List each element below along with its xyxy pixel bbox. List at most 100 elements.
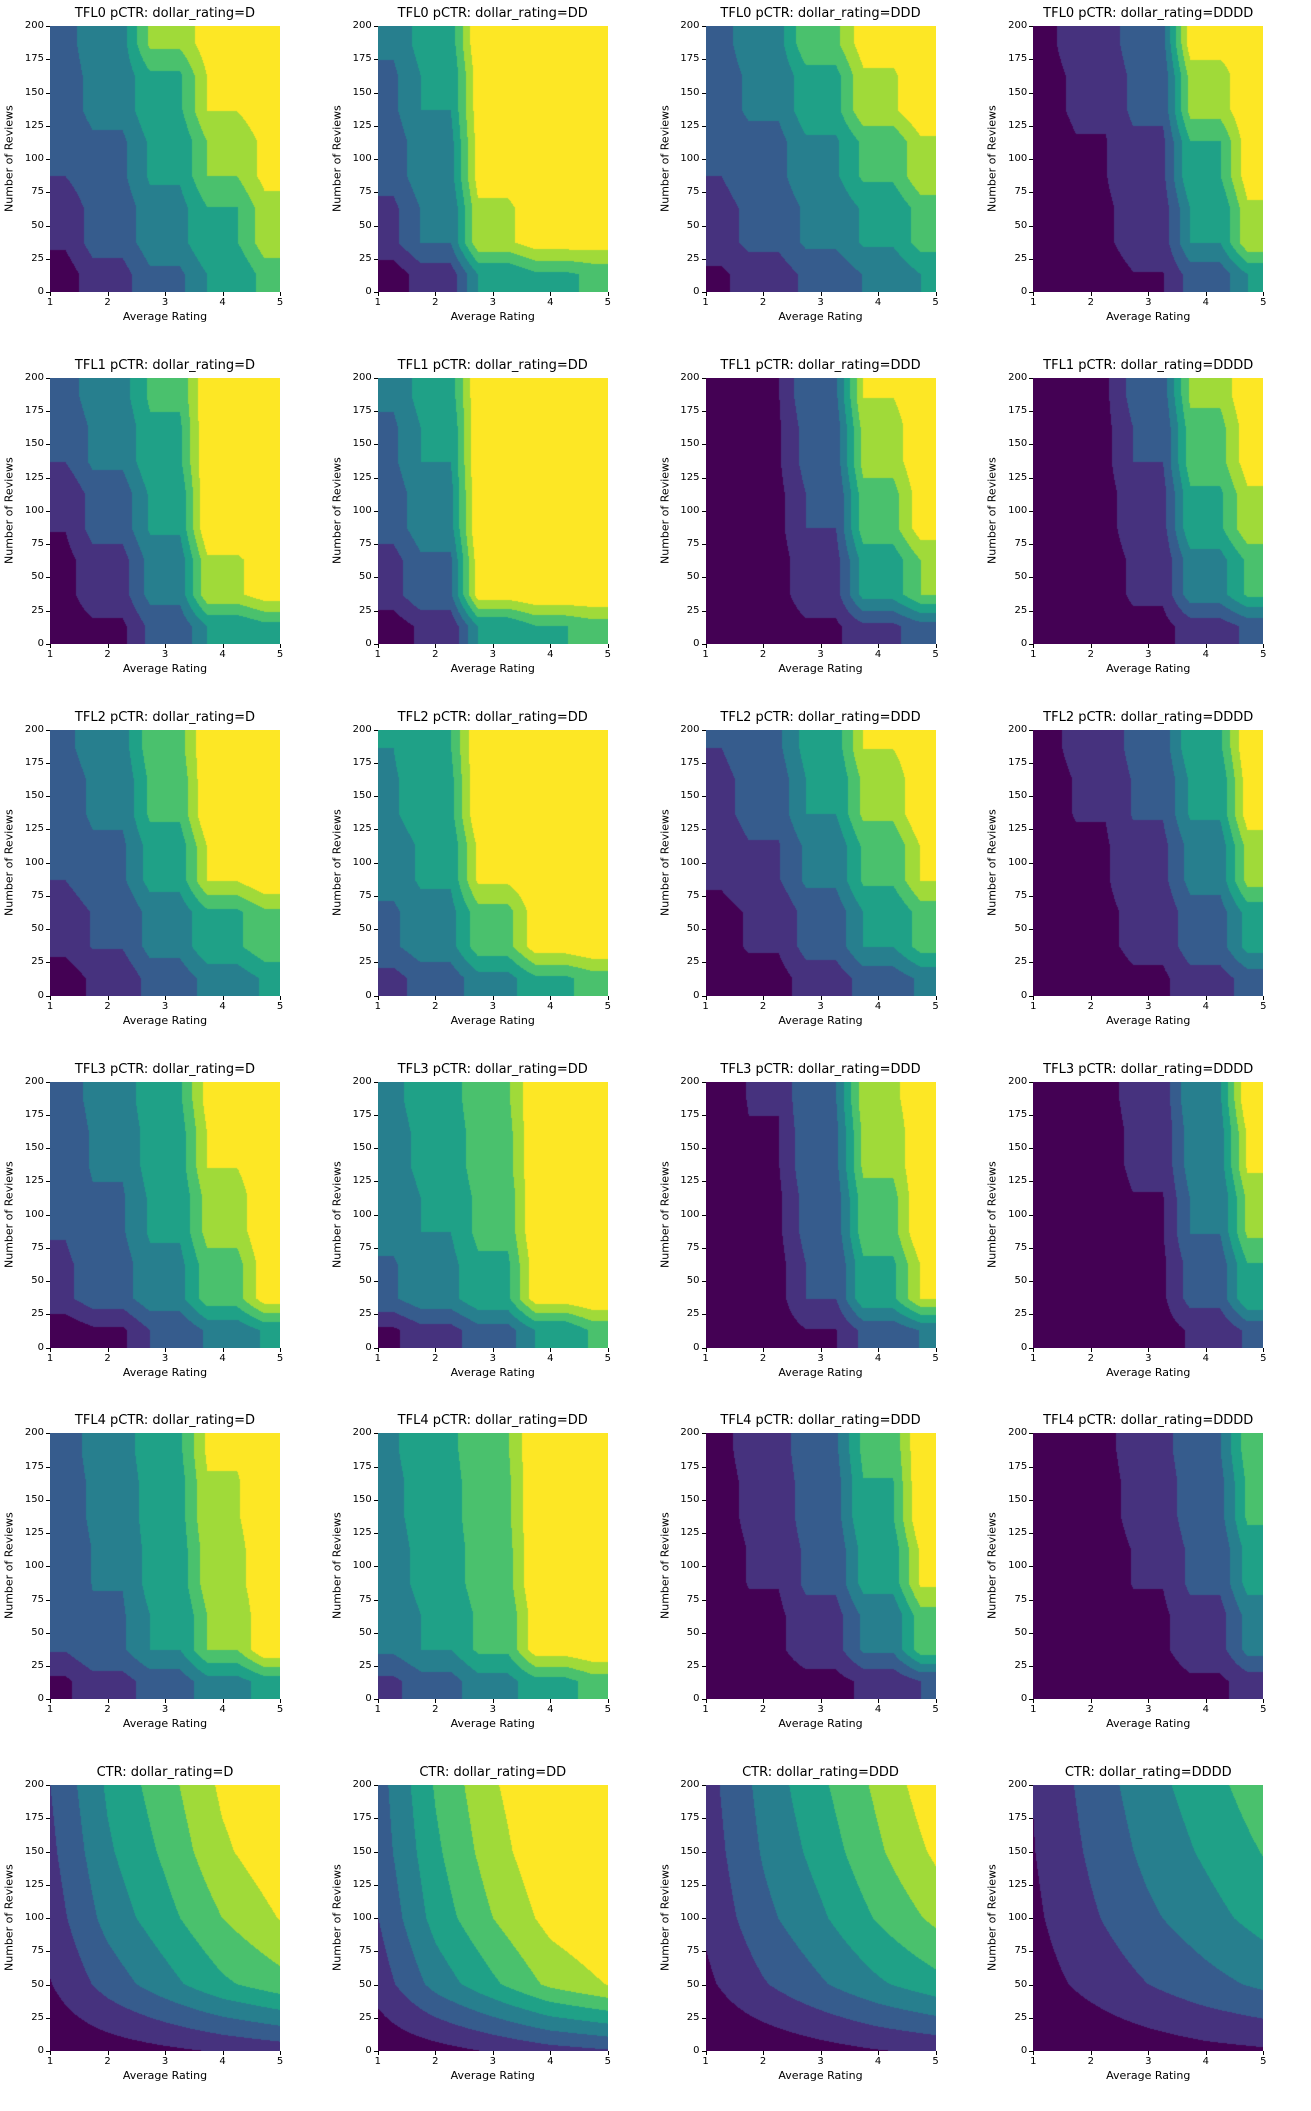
subplot: TFL3 pCTR: dollar_rating=DDD Number of Re…: [656, 1056, 984, 1408]
y-tick-mark: [701, 1851, 706, 1853]
x-tick-mark: [878, 995, 879, 1000]
x-tick-label: 5: [1260, 297, 1267, 308]
y-tick-mark: [1029, 292, 1034, 293]
x-tick-mark: [222, 2051, 224, 2056]
y-tick-mark: [46, 1666, 50, 1668]
y-tick-mark: [701, 1114, 706, 1116]
x-tick-mark: [492, 643, 494, 648]
y-tick-label: 0: [365, 1693, 372, 1705]
contour-plot-canvas: [50, 26, 280, 292]
y-tick-mark: [373, 1666, 378, 1668]
y-tick-label: 100: [680, 504, 700, 516]
y-tick-label: 125: [1008, 1175, 1028, 1187]
x-tick-mark: [550, 995, 552, 1000]
y-tick-mark: [373, 510, 378, 512]
x-tick-label: 5: [276, 648, 284, 660]
y-tick-mark: [1029, 258, 1034, 260]
y-tick-label: 150: [1008, 1845, 1028, 1857]
y-tick-label: 25: [359, 252, 372, 264]
x-tick-label: 1: [702, 1000, 709, 1012]
y-tick-mark: [701, 962, 706, 964]
x-tick-mark: [165, 1699, 166, 1704]
y-tick-label: 200: [680, 1427, 700, 1439]
y-tick-mark: [373, 1984, 378, 1986]
y-tick-label: 0: [693, 637, 700, 649]
x-tick-mark: [607, 995, 609, 1000]
y-tick-mark: [46, 258, 50, 260]
y-tick-mark: [1029, 1148, 1034, 1149]
x-tick-mark: [1205, 1347, 1207, 1352]
y-tick-label: 25: [31, 2011, 44, 2023]
y-tick-label: 125: [352, 1878, 372, 1890]
y-tick-mark: [46, 1699, 50, 1701]
x-tick-mark: [550, 1347, 552, 1352]
x-tick-mark: [222, 292, 224, 296]
subplot-title: TFL0 pCTR: dollar_rating=DDD: [720, 6, 921, 21]
contour-plot-canvas: [1033, 26, 1264, 292]
y-tick-mark: [373, 829, 378, 831]
x-axis-label: Average Rating: [450, 1717, 535, 1731]
x-tick-label: 1: [1030, 1704, 1037, 1716]
x-tick-mark: [165, 995, 166, 1000]
y-tick-label: 75: [31, 1945, 44, 1957]
y-tick-label: 100: [24, 1208, 44, 1220]
y-tick-label: 200: [1008, 371, 1028, 383]
y-tick-mark: [701, 292, 706, 293]
y-tick-label: 100: [1008, 504, 1028, 516]
x-tick-mark: [280, 995, 281, 1000]
y-tick-mark: [46, 1081, 50, 1083]
x-axis-label: Average Rating: [450, 2069, 535, 2083]
y-tick-mark: [46, 1951, 50, 1953]
x-tick-mark: [1090, 1347, 1092, 1352]
x-axis-label: Average Rating: [778, 1717, 863, 1731]
y-tick-mark: [46, 1785, 50, 1787]
y-tick-mark: [701, 1666, 706, 1668]
y-tick-mark: [701, 1347, 706, 1349]
y-tick-label: 0: [365, 286, 372, 297]
y-tick-label: 150: [24, 1845, 44, 1857]
y-tick-label: 25: [31, 252, 44, 264]
x-tick-mark: [107, 995, 109, 1000]
y-tick-mark: [373, 1466, 378, 1468]
y-tick-label: 200: [24, 1427, 44, 1439]
x-tick-mark: [820, 1699, 822, 1704]
y-tick-mark: [1029, 1566, 1034, 1568]
y-tick-label: 75: [359, 1241, 372, 1253]
y-tick-label: 150: [680, 790, 700, 802]
y-tick-mark: [1029, 1699, 1034, 1701]
y-tick-label: 75: [1014, 1593, 1028, 1605]
x-tick-mark: [878, 292, 879, 296]
y-axis-label: Number of Reviews: [658, 809, 671, 917]
y-tick-mark: [701, 1181, 706, 1183]
contour-plot-canvas: [1033, 1081, 1264, 1348]
y-tick-mark: [1029, 411, 1034, 413]
y-tick-mark: [46, 444, 50, 446]
contour-plot-canvas: [50, 1081, 280, 1348]
y-tick-mark: [373, 159, 378, 160]
y-tick-mark: [46, 125, 50, 127]
y-tick-mark: [46, 192, 50, 194]
y-tick-label: 50: [31, 571, 44, 583]
y-tick-mark: [46, 643, 50, 645]
y-tick-label: 125: [680, 119, 700, 131]
y-axis-label: Number of Reviews: [330, 105, 344, 213]
subplot-title: TFL1 pCTR: dollar_rating=DDD: [720, 357, 921, 373]
y-tick-mark: [701, 1533, 706, 1535]
x-tick-mark: [1033, 643, 1035, 648]
y-tick-label: 75: [1014, 186, 1028, 198]
y-tick-label: 125: [24, 471, 44, 483]
x-axis-label: Average Rating: [450, 1365, 535, 1379]
x-tick-mark: [878, 643, 879, 648]
x-tick-mark: [763, 643, 764, 648]
y-tick-label: 200: [680, 371, 700, 383]
x-tick-mark: [222, 1347, 224, 1352]
y-tick-label: 125: [352, 119, 372, 131]
y-tick-mark: [373, 1081, 378, 1083]
y-tick-mark: [373, 643, 378, 645]
x-tick-label: 3: [1145, 2056, 1152, 2068]
x-tick-mark: [50, 1699, 51, 1704]
y-tick-mark: [46, 1818, 50, 1820]
y-tick-label: 75: [1014, 889, 1028, 901]
x-tick-label: 5: [932, 1000, 939, 1012]
y-axis-label: Number of Reviews: [2, 809, 16, 917]
